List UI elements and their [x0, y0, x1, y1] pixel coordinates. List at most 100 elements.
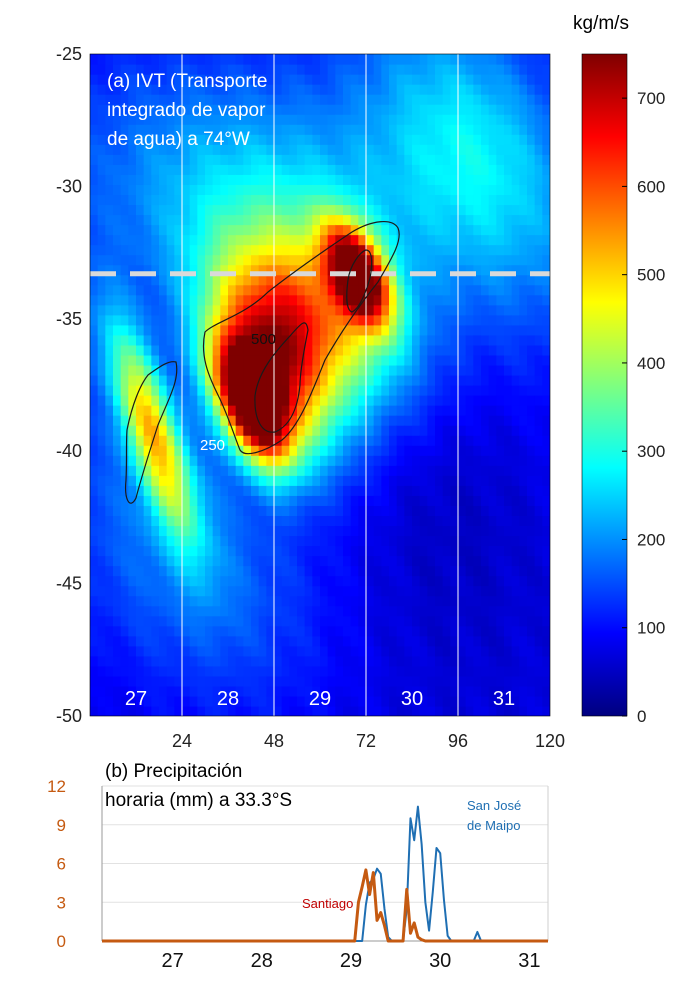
heatmap-cell [151, 645, 160, 657]
heatmap-cell [120, 435, 129, 446]
heatmap-cell [404, 294, 413, 306]
heatmap-cell [458, 344, 467, 356]
heatmap-cell [350, 104, 359, 115]
heatmap-cell [212, 395, 221, 406]
heatmap-cell [481, 645, 490, 657]
heatmap-cell [435, 705, 444, 716]
heatmap-cell [304, 565, 313, 577]
heatmap-cell [243, 54, 252, 65]
heatmap-cell [235, 555, 244, 567]
heatmap-cell [435, 194, 444, 206]
heatmap-cell [105, 415, 114, 426]
heatmap-cell [435, 74, 444, 85]
heatmap-cell [527, 545, 536, 557]
heatmap-cell [381, 525, 390, 537]
heatmap-cell [189, 324, 198, 336]
heatmap-cell [266, 675, 275, 687]
heatmap-cell [450, 535, 459, 547]
heatmap-cell [419, 635, 428, 647]
heatmap-cell [511, 54, 520, 65]
heatmap-cell [113, 385, 122, 396]
heatmap-cell [366, 124, 375, 135]
heatmap-cell [473, 324, 482, 336]
heatmap-cell [136, 104, 145, 115]
heatmap-cell [197, 405, 206, 416]
heatmap-cell [458, 665, 467, 677]
heatmap-cell [389, 545, 398, 557]
heatmap-cell [297, 274, 306, 286]
heatmap-cell [442, 224, 451, 236]
heatmap-cell [320, 425, 329, 436]
heatmap-cell [511, 595, 520, 607]
heatmap-cell [174, 535, 183, 547]
heatmap-cell [182, 74, 191, 85]
heatmap-cell [205, 405, 214, 416]
heatmap-cell [335, 455, 344, 466]
heatmap-cell [542, 164, 550, 175]
heatmap-cell [182, 395, 191, 406]
heatmap-cell [511, 264, 520, 276]
heatmap-cell [251, 675, 260, 687]
heatmap-cell [373, 665, 382, 677]
heatmap-cell [465, 174, 474, 185]
heatmap-cell [205, 304, 214, 316]
heatmap-cell [97, 94, 106, 105]
heatmap-cell [350, 405, 359, 416]
heatmap-cell [289, 194, 298, 206]
heatmap-cell [488, 144, 497, 155]
heatmap-cell [442, 565, 451, 577]
heatmap-cell [281, 234, 290, 246]
heatmap-cell [435, 174, 444, 185]
heatmap-cell [396, 545, 405, 557]
heatmap-cell [136, 144, 145, 155]
heatmap-cell [174, 204, 183, 216]
heatmap-cell [373, 645, 382, 657]
heatmap-cell [274, 515, 283, 527]
heatmap-cell [366, 595, 375, 607]
heatmap-cell [427, 555, 436, 567]
heatmap-cell [542, 595, 550, 607]
heatmap-cell [381, 665, 390, 677]
heatmap-cell [327, 395, 336, 406]
heatmap-cell [212, 134, 221, 145]
heatmap-cell [358, 214, 367, 226]
heatmap-cell [473, 364, 482, 376]
heatmap-cell [105, 635, 114, 647]
heatmap-cell [143, 164, 152, 175]
heatmap-cell [335, 625, 344, 637]
heatmap-cell [182, 705, 191, 716]
contour-250-west [125, 361, 178, 504]
heatmap-cell [481, 174, 490, 185]
heatmap-cell [389, 595, 398, 607]
heatmap-cell [297, 595, 306, 607]
heatmap-cell [534, 94, 543, 105]
heatmap-cell [350, 415, 359, 426]
heatmap-cell [90, 84, 99, 95]
heatmap-cell [120, 575, 129, 587]
heatmap-cell [251, 465, 260, 476]
heatmap-cell [473, 605, 482, 617]
heatmap-cell [358, 395, 367, 406]
heatmap-cell [542, 455, 550, 466]
heatmap-cell [151, 415, 160, 426]
heatmap-cell [389, 354, 398, 366]
heatmap-cell [366, 234, 375, 246]
heatmap-cells [90, 54, 550, 716]
heatmap-cell [90, 565, 99, 577]
heatmap-cell [274, 244, 283, 256]
heatmap-cell [90, 374, 99, 386]
heatmap-cell [450, 525, 459, 537]
heatmap-cell [304, 705, 313, 716]
heatmap-cell [166, 435, 175, 446]
heatmap-cell [212, 425, 221, 436]
heatmap-cell [297, 695, 306, 707]
heatmap-cell [450, 405, 459, 416]
heatmap-cell [220, 395, 229, 406]
heatmap-cell [519, 605, 528, 617]
heatmap-cell [228, 545, 237, 557]
heatmap-cell [274, 54, 283, 65]
heatmap-cell [358, 635, 367, 647]
heatmap-cell [542, 505, 550, 516]
heatmap-cell [189, 124, 198, 135]
heatmap-cell [412, 94, 421, 105]
